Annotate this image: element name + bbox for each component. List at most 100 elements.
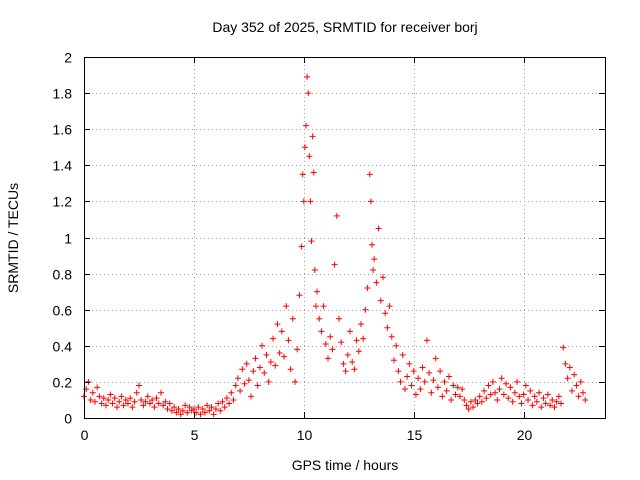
data-point [289, 315, 296, 322]
data-point [102, 402, 109, 409]
data-point [527, 387, 534, 394]
data-point [120, 402, 127, 409]
data-point [208, 404, 215, 411]
data-point [274, 321, 281, 328]
data-point [182, 402, 189, 409]
data-point [428, 389, 435, 396]
data-point [85, 378, 92, 385]
data-point [87, 396, 94, 403]
data-point [261, 369, 268, 376]
data-point [476, 393, 483, 400]
y-tick-label: 2 [64, 50, 72, 66]
data-point [292, 378, 299, 385]
y-tick-label: 1 [64, 231, 72, 247]
data-point [250, 368, 257, 375]
data-point [371, 256, 378, 263]
data-point [531, 393, 538, 400]
data-point [308, 238, 315, 245]
data-point [263, 351, 270, 358]
data-point [243, 360, 250, 367]
data-point [252, 355, 259, 362]
data-point [204, 402, 211, 409]
data-point [399, 351, 406, 358]
data-point [149, 396, 156, 403]
data-point [421, 378, 428, 385]
data-point [105, 396, 112, 403]
data-point [333, 212, 340, 219]
data-point [195, 404, 202, 411]
data-point [452, 391, 459, 398]
data-point [89, 389, 96, 396]
data-point [582, 396, 589, 403]
data-point [241, 380, 248, 387]
data-point [417, 386, 424, 393]
data-point [329, 346, 336, 353]
y-axis-label: SRMTID / TECUs [5, 183, 21, 293]
data-point [285, 337, 292, 344]
y-tick-label: 0.2 [53, 375, 73, 391]
data-point [164, 405, 171, 412]
data-point [199, 405, 206, 412]
data-point [278, 328, 285, 335]
data-point [346, 328, 353, 335]
data-point [459, 386, 466, 393]
data-point [419, 364, 426, 371]
data-point [386, 303, 393, 310]
data-point [404, 373, 411, 380]
data-point [465, 405, 472, 412]
data-point [287, 366, 294, 373]
data-point [129, 404, 136, 411]
data-point [256, 364, 263, 371]
data-point [393, 342, 400, 349]
data-point [226, 400, 233, 407]
data-point [401, 386, 408, 393]
data-point [171, 404, 178, 411]
data-point [314, 288, 321, 295]
data-point [406, 360, 413, 367]
data-point [500, 391, 507, 398]
data-point [505, 395, 512, 402]
data-point [197, 411, 204, 418]
data-point [432, 355, 439, 362]
data-point [304, 73, 311, 80]
data-point [113, 404, 120, 411]
data-point [217, 407, 224, 414]
data-point [327, 333, 334, 340]
data-point [298, 243, 305, 250]
data-point [219, 398, 226, 405]
y-tick-label: 0.8 [53, 267, 73, 283]
data-point [439, 393, 446, 400]
data-point [564, 375, 571, 382]
data-point [175, 405, 182, 412]
data-point [445, 373, 452, 380]
data-point [470, 404, 477, 411]
data-point [540, 395, 547, 402]
data-point [265, 378, 272, 385]
x-tick-label: 5 [191, 427, 199, 443]
data-point [494, 396, 501, 403]
data-point [573, 382, 580, 389]
data-point [144, 393, 151, 400]
data-point [118, 393, 125, 400]
data-point [529, 402, 536, 409]
data-point [127, 395, 134, 402]
data-point [122, 396, 129, 403]
data-point [239, 366, 246, 373]
data-point [135, 382, 142, 389]
x-tick-label: 15 [407, 427, 423, 443]
data-point [111, 395, 118, 402]
data-point [443, 387, 450, 394]
data-point [437, 368, 444, 375]
data-point [463, 402, 470, 409]
data-point [379, 274, 386, 281]
data-point [408, 382, 415, 389]
data-point [518, 400, 525, 407]
data-point [96, 393, 103, 400]
x-tick-label: 0 [81, 427, 89, 443]
data-point [318, 328, 325, 335]
data-point [160, 402, 167, 409]
data-point [366, 171, 373, 178]
data-point [382, 310, 389, 317]
